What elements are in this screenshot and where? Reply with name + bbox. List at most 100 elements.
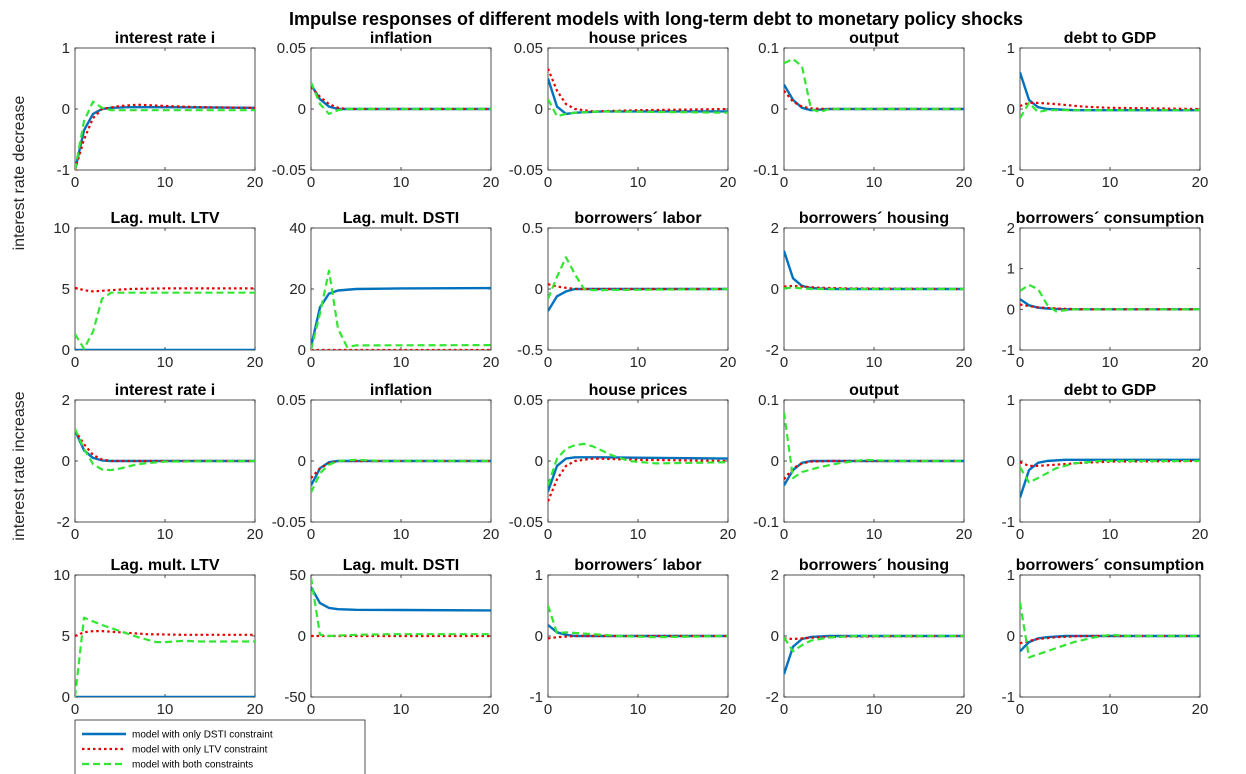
subplot-title: Lag. mult. LTV (110, 557, 219, 574)
x-tick-label: 0 (71, 354, 79, 371)
series-line-ltv-only (311, 86, 491, 111)
x-tick-label: 10 (630, 701, 647, 718)
subplot-title: borrowers´ labor (574, 557, 701, 574)
legend-entry-label: model with only LTV constraint (132, 745, 268, 756)
y-tick-label: -0.05 (509, 162, 543, 179)
x-tick-label: 10 (630, 354, 647, 371)
y-tick-label: 0 (298, 453, 306, 470)
subplot-1-4-output: output-0.100.10 10 20 (753, 30, 972, 191)
x-tick-label: 20 (247, 354, 264, 371)
x-tick-label: 20 (720, 526, 737, 543)
series-line-both-constraints (1020, 602, 1200, 659)
series-line-dsti-only (784, 250, 964, 291)
y-tick-label: 2 (771, 567, 779, 584)
subplot-title: borrowers´ consumption (1016, 557, 1204, 574)
x-tick-label: 20 (483, 174, 500, 191)
subplot-2-2-lag-mult-dsti: Lag. mult. DSTI 0 20 40 0 10 20 (289, 210, 499, 371)
series-line-both-constraints (311, 577, 491, 638)
series-line-dsti-only (548, 287, 728, 312)
y-tick-label: 0 (62, 342, 70, 359)
subplot-4-1-lag-mult-ltv: Lag. mult. LTV 0 5 10 0 10 20 (53, 557, 263, 718)
series-line-both-constraints (548, 98, 728, 118)
x-tick-label: 0 (307, 174, 315, 191)
subplot-title: borrowers´ labor (574, 210, 701, 227)
y-tick-label: 0.1 (758, 392, 779, 409)
x-tick-label: 0 (71, 174, 79, 191)
y-tick-label: -1 (57, 162, 70, 179)
x-tick-label: 0 (1016, 354, 1024, 371)
y-tick-label: 0.05 (514, 392, 543, 409)
y-tick-label: 20 (289, 281, 306, 298)
legend: model with only DSTI constraint model wit… (74, 719, 366, 774)
x-tick-label: 20 (483, 701, 500, 718)
subplot-title: interest rate i (115, 382, 215, 399)
y-tick-label: 10 (53, 567, 70, 584)
subplot-title: Lag. mult. LTV (110, 210, 219, 227)
x-tick-label: 0 (780, 174, 788, 191)
x-tick-label: 20 (720, 174, 737, 191)
subplot-3-4-output: output-0.100.10 10 20 (753, 382, 972, 543)
series-line-ltv-only (548, 457, 728, 502)
series-line-dsti-only (548, 456, 728, 492)
subplot-title: house prices (589, 30, 688, 47)
series-line-dsti-only (548, 624, 728, 638)
y-tick-label: 0 (1007, 101, 1015, 118)
series-line-dsti-only (75, 430, 255, 463)
series-line-dsti-only (75, 106, 255, 170)
series-line-ltv-only (75, 286, 255, 293)
axes-frame (1019, 227, 1201, 351)
x-tick-label: 10 (393, 354, 410, 371)
series-line-both-constraints (1020, 101, 1200, 119)
y-tick-label: -2 (766, 689, 779, 706)
y-tick-label: 0 (298, 628, 306, 645)
y-tick-label: -2 (57, 514, 70, 531)
series-line-ltv-only (548, 634, 728, 640)
y-tick-label: 0 (62, 689, 70, 706)
x-tick-label: 10 (1102, 526, 1119, 543)
x-tick-label: 20 (247, 174, 264, 191)
x-tick-label: 20 (956, 701, 973, 718)
y-tick-label: 2 (771, 220, 779, 237)
subplot-title: borrowers´ housing (799, 557, 949, 574)
y-tick-label: -1 (1002, 514, 1015, 531)
y-tick-label: -0.05 (272, 162, 306, 179)
y-tick-label: -1 (530, 689, 543, 706)
x-tick-label: 0 (780, 526, 788, 543)
x-tick-label: 10 (866, 174, 883, 191)
series-line-ltv-only (784, 459, 964, 480)
legend-box (74, 719, 366, 774)
y-tick-label: -0.1 (753, 162, 779, 179)
y-tick-label: 0.5 (522, 220, 543, 237)
figure-title: Impulse responses of different models wi… (289, 9, 1023, 29)
x-tick-label: 10 (630, 174, 647, 191)
series-line-both-constraints (548, 442, 728, 486)
subplot-title: borrowers´ consumption (1016, 210, 1204, 227)
series-line-ltv-only (1020, 303, 1200, 311)
x-tick-label: 20 (247, 526, 264, 543)
x-tick-label: 10 (157, 701, 174, 718)
legend-entry-label: model with both constraints (132, 760, 253, 771)
y-tick-label: 0 (535, 101, 543, 118)
y-tick-label: 1 (62, 40, 70, 57)
x-tick-label: 20 (720, 354, 737, 371)
x-tick-label: 0 (71, 701, 79, 718)
series-line-dsti-only (311, 286, 491, 348)
series-line-ltv-only (75, 429, 255, 463)
y-tick-label: -1 (1002, 162, 1015, 179)
x-tick-label: 0 (71, 526, 79, 543)
x-tick-label: 10 (393, 174, 410, 191)
row-group-label-decrease: interest rate decrease (11, 96, 28, 251)
x-tick-label: 20 (1192, 701, 1209, 718)
subplot-title: debt to GDP (1064, 382, 1157, 399)
x-tick-label: 0 (544, 526, 552, 543)
series-line-both-constraints (784, 286, 964, 291)
y-tick-label: 0.05 (277, 392, 306, 409)
y-tick-label: 1 (1007, 40, 1015, 57)
